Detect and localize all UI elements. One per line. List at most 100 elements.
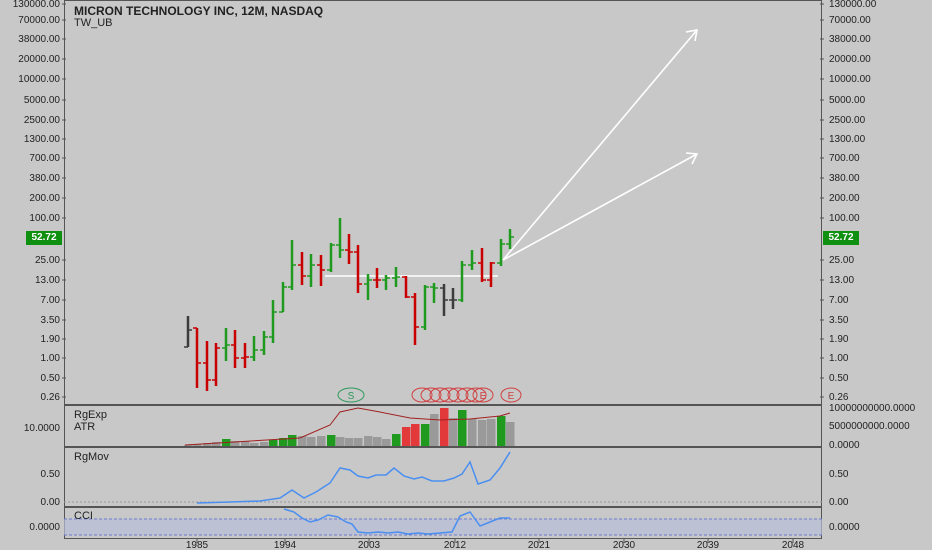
e-marker-circle	[438, 387, 460, 403]
price-tick-right: 7.00	[829, 295, 849, 306]
lower-arrow-line	[502, 153, 698, 261]
indicator-label: TW_UB	[74, 17, 113, 29]
price-tick-right: 700.00	[829, 153, 860, 164]
cci-band	[64, 519, 822, 535]
price-tick-right: 38000.00	[829, 34, 871, 45]
price-tick-right: 1.00	[829, 353, 849, 364]
volume-bar	[269, 440, 278, 446]
atr-label: ATR	[74, 421, 96, 433]
price-tick-left: 13.00	[35, 275, 60, 286]
price-tick-right: 380.00	[829, 173, 860, 184]
volume-bar	[260, 442, 269, 446]
price-tick-right: 0.50	[829, 373, 849, 384]
price-tick-left: 3.50	[41, 315, 61, 326]
price-tick-left: 0.26	[41, 392, 61, 403]
e-marker-circle	[465, 387, 487, 403]
volume-bar	[288, 435, 297, 446]
chart-title: MICRON TECHNOLOGY INC, 12M, NASDAQ	[74, 4, 324, 18]
volume-bar	[421, 424, 430, 446]
volume-bar	[212, 442, 221, 446]
price-tick-left: 100.00	[29, 213, 60, 224]
price-tick-left: 130000.00	[13, 0, 61, 10]
volume-bar	[317, 436, 326, 446]
event-markers[interactable]: S E E	[337, 387, 522, 403]
time-tick: 2048	[782, 540, 805, 550]
rgmov-left-val-2: 0.00	[41, 497, 61, 508]
vol-right-mid: 5000000000.0000	[829, 421, 910, 432]
price-tick-left: 700.00	[29, 153, 60, 164]
s-marker-label: S	[348, 391, 355, 402]
volume-bar	[373, 437, 382, 446]
rgexp-label: RgExp	[74, 409, 108, 421]
price-tick-left: 200.00	[29, 193, 60, 204]
vol-left-value: 10.0000	[24, 423, 61, 434]
left-price-axis: 130000.00 70000.00 38000.00 20000.00 10000.0…	[13, 0, 66, 403]
e-marker-label-1: E	[480, 391, 487, 402]
volume-bar	[336, 437, 345, 446]
volume-bar	[449, 418, 458, 446]
time-tick: 2039	[697, 540, 720, 550]
price-tick-right: 10000.00	[829, 74, 871, 85]
rgmov-label: RgMov	[74, 451, 109, 463]
rgmov-line	[196, 451, 511, 504]
volume-bar	[345, 438, 354, 446]
price-bars	[184, 218, 514, 391]
time-axis: 1985 1994 2003 2012 2021 2030 2039 2048	[186, 539, 805, 550]
cci-right-val: 0.0000	[829, 522, 860, 533]
price-tick-left: 5000.00	[24, 95, 61, 106]
right-price-axis: 130000.00 70000.00 38000.00 20000.00 10000.0…	[820, 0, 877, 403]
cci-left-val: 0.0000	[29, 522, 60, 533]
e-marker-group	[411, 387, 522, 403]
time-tick: 2012	[444, 540, 467, 550]
rgmov-pane[interactable]	[64, 447, 822, 507]
volume-bar	[458, 410, 467, 446]
rgmov-right-val-2: 0.00	[829, 497, 849, 508]
e-marker-circle	[500, 387, 522, 403]
e-marker-circle	[411, 387, 433, 403]
price-tick-right: 0.26	[829, 392, 849, 403]
volume-bar	[497, 416, 506, 446]
time-tick: 2003	[358, 540, 381, 550]
rgmov-left-val-1: 0.50	[41, 469, 61, 480]
price-tick-right: 200.00	[829, 193, 860, 204]
volume-bar	[231, 441, 240, 446]
price-pane[interactable]	[64, 0, 822, 405]
vol-right-top: 10000000000.0000	[829, 403, 916, 414]
price-tick-right: 20000.00	[829, 54, 871, 65]
e-marker-circle	[472, 387, 494, 403]
time-tick: 1994	[274, 540, 297, 550]
price-tick-left: 1.00	[41, 353, 61, 364]
volume-bar	[382, 439, 391, 446]
price-tick-right: 25.00	[829, 255, 854, 266]
price-tick-left: 0.50	[41, 373, 61, 384]
volume-pane[interactable]	[64, 405, 822, 447]
volume-bar	[506, 422, 515, 446]
price-tick-left: 7.00	[41, 295, 61, 306]
lower-arrowhead	[685, 152, 699, 165]
price-tick-right: 100.00	[829, 213, 860, 224]
price-tick-right: 2500.00	[829, 115, 866, 126]
last-price-tag-right: 52.72	[823, 231, 859, 245]
price-tick-left: 25.00	[35, 255, 60, 266]
last-price-tag-left: 52.72	[26, 231, 62, 245]
e-marker-circle	[447, 387, 469, 403]
price-tick-right: 130000.00	[829, 0, 877, 10]
e-marker-label-2: E	[508, 391, 515, 402]
price-tick-left: 1.90	[41, 334, 61, 345]
volume-bar	[298, 436, 307, 446]
price-tick-left: 20000.00	[18, 54, 60, 65]
e-marker-circle	[420, 387, 442, 403]
rgmov-right-val-1: 0.50	[829, 469, 849, 480]
volume-bar	[203, 443, 212, 446]
rgexp-line	[184, 407, 511, 446]
projection-arrows	[502, 29, 699, 261]
volume-bars	[184, 408, 515, 446]
price-tick-right: 1.90	[829, 334, 849, 345]
volume-bar	[184, 445, 193, 446]
volume-bar	[478, 420, 487, 446]
volume-bar	[468, 419, 477, 446]
cci-line	[283, 508, 510, 535]
upper-arrowhead	[685, 29, 698, 42]
